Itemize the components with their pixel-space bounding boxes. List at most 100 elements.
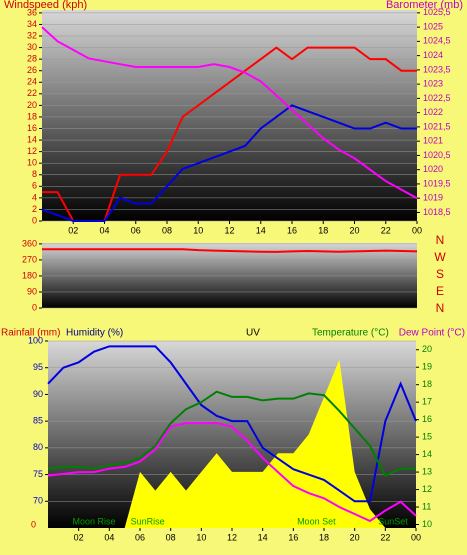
y2-tick-label: 1025,5	[423, 7, 451, 17]
y2-tick-label: 1021,5	[423, 121, 451, 131]
y2-axis-title: Temperature (°C)	[312, 328, 389, 339]
y-tick-label: 22	[27, 88, 37, 98]
y-tick-label: 0	[32, 302, 37, 312]
x-tick-label: 06	[135, 532, 145, 542]
y-tick-label: 90	[27, 286, 37, 296]
y-tick-label: 70	[33, 496, 43, 506]
compass-label: E	[436, 284, 444, 298]
y-tick-label: 12	[27, 146, 37, 156]
y2-tick-label: 18	[422, 379, 432, 389]
y2-tick-label: 1019,5	[423, 178, 451, 188]
x-tick-label: 08	[162, 225, 172, 235]
x-tick-label: 12	[224, 225, 234, 235]
y-tick-label: 80	[33, 442, 43, 452]
y2-tick-label: 1023	[423, 79, 443, 89]
y-tick-label: 85	[33, 416, 43, 426]
y2-tick-label: 15	[422, 431, 432, 441]
y-tick-label: 360	[22, 238, 37, 248]
y2-tick-label: 1024,5	[423, 36, 451, 46]
y-tick-label: 18	[27, 111, 37, 121]
y-tick-label: 28	[27, 54, 37, 64]
y-tick-label: 95	[33, 362, 43, 372]
x-tick-label: 04	[104, 532, 114, 542]
x-tick-label: 00	[412, 225, 422, 235]
y2-tick-label: 1019	[423, 193, 443, 203]
x-tick-label: 10	[193, 225, 203, 235]
y2-tick-label: 1022	[423, 107, 443, 117]
y-tick-label: 0	[32, 215, 37, 225]
y-tick-label: 75	[33, 469, 43, 479]
y2-tick-label: 1023,5	[423, 64, 451, 74]
y2-tick-label: 10	[422, 519, 432, 529]
annotation: SunRise	[131, 516, 165, 526]
series-line	[42, 248, 418, 253]
y3-axis-title: Dew Point (°C)	[399, 328, 465, 339]
x-tick-label: 02	[74, 532, 84, 542]
y2-tick-label: 17	[422, 397, 432, 407]
series-line	[41, 104, 417, 222]
y2-tick-label: 16	[422, 414, 432, 424]
y2-tick-label: 13	[422, 466, 432, 476]
y-tick-label: 100	[28, 335, 43, 345]
x-tick-label: 04	[99, 225, 109, 235]
x-tick-label: 14	[256, 225, 266, 235]
y2-tick-label: 11	[422, 501, 431, 511]
y-axis-title: Windspeed (kph)	[4, 0, 87, 11]
y-tick-label: 36	[27, 7, 37, 17]
x-tick-label: 16	[288, 532, 298, 542]
y-tick-label: 4	[32, 192, 37, 202]
y2-axis-title: Barometer (mb)	[386, 0, 463, 11]
y2-tick-label: 1024	[423, 50, 443, 60]
x-tick-label: 02	[68, 225, 78, 235]
y2-tick-label: 1022,5	[423, 93, 451, 103]
annotation: Moon Rise	[72, 516, 115, 526]
y-tick-label: 20	[27, 100, 37, 110]
uv-area	[48, 359, 416, 528]
y2-tick-label: 1025	[423, 21, 443, 31]
y-tick-label: 34	[27, 19, 37, 29]
series-line	[47, 422, 417, 523]
x-tick-label: 00	[411, 532, 421, 542]
x-tick-label: 20	[350, 532, 360, 542]
x-tick-label: 18	[319, 532, 329, 542]
y-tick-label: 6	[32, 181, 37, 191]
y-axis-title: Humidity (%)	[66, 328, 123, 339]
y2-tick-label: 19	[422, 362, 432, 372]
x-tick-label: 20	[349, 225, 359, 235]
annotation: SunSet	[378, 516, 408, 526]
x-tick-label: 14	[258, 532, 268, 542]
series-line	[47, 345, 417, 503]
rain-tick-label: 0	[31, 519, 36, 529]
y-tick-label: 26	[27, 65, 37, 75]
x-tick-label: 18	[318, 225, 328, 235]
compass-label: S	[436, 267, 444, 281]
y-tick-label: 8	[32, 169, 37, 179]
x-tick-label: 22	[381, 225, 391, 235]
y-tick-label: 180	[22, 270, 37, 280]
y-tick-label: 30	[27, 42, 37, 52]
series-line	[41, 26, 418, 200]
y-tick-label: 14	[27, 134, 37, 144]
x-tick-label: 16	[287, 225, 297, 235]
y2-tick-label: 1018,5	[423, 207, 451, 217]
series-line	[47, 390, 416, 477]
x-tick-label: 08	[166, 532, 176, 542]
y-tick-label: 90	[33, 389, 43, 399]
compass-label: N	[436, 301, 445, 315]
x-tick-label: 22	[380, 532, 390, 542]
annotation: Moon Set	[297, 516, 336, 526]
y-tick-label: 10	[27, 158, 37, 168]
compass-label: N	[436, 233, 445, 247]
x-tick-label: 06	[131, 225, 141, 235]
y-tick-label: 16	[27, 123, 37, 133]
uv-axis-title: UV	[246, 328, 260, 339]
compass-label: W	[434, 250, 446, 264]
y2-tick-label: 1020	[423, 164, 443, 174]
plot-area	[42, 10, 417, 221]
y2-tick-label: 1021	[423, 136, 443, 146]
rain-axis-title: Rainfall (mm)	[1, 328, 60, 339]
y2-tick-label: 14	[422, 449, 432, 459]
y2-tick-label: 20	[422, 344, 432, 354]
y-tick-label: 32	[27, 30, 37, 40]
